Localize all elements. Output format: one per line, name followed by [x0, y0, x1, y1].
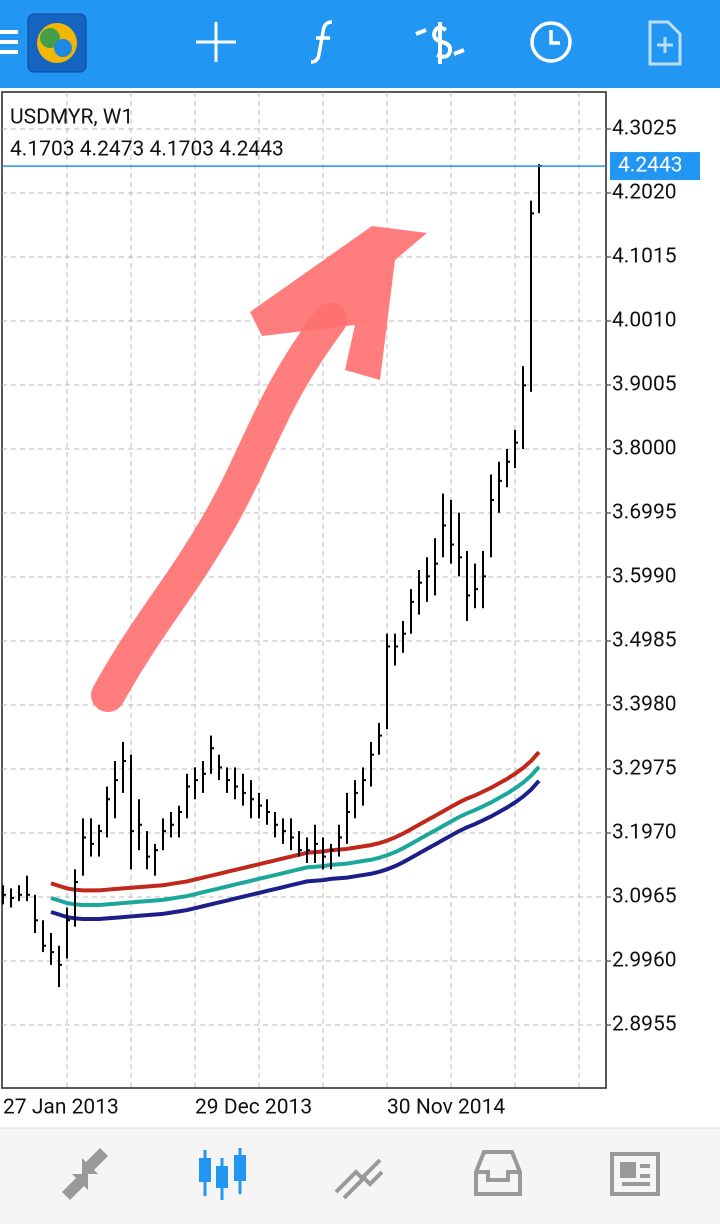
y-tick-label: 3.3980 — [612, 693, 677, 717]
ohlc-readout: 4.1703 4.2473 4.1703 4.2443 — [10, 138, 284, 162]
moving-average — [50, 765, 541, 907]
chart — [1, 91, 607, 1089]
last-price-box — [610, 152, 700, 181]
y-tick-label: 3.1970 — [612, 821, 677, 845]
y-tick-label: 4.3025 — [612, 117, 677, 141]
y-tick-label: 4.0010 — [612, 309, 677, 333]
chart-tab[interactable] — [199, 1148, 246, 1200]
x-tick-label: 29 Dec 2013 — [195, 1096, 312, 1120]
y-tick-label: 2.9960 — [612, 949, 677, 973]
moving-average — [50, 779, 541, 921]
history-tab[interactable] — [474, 1150, 522, 1196]
x-tick-label: 27 Jan 2013 — [3, 1096, 119, 1120]
app-icon[interactable] — [27, 13, 87, 73]
indicators-button[interactable] — [310, 20, 333, 64]
annotation-arrow — [91, 303, 347, 712]
history-button[interactable] — [530, 21, 572, 63]
plot-frame — [1, 91, 607, 1089]
last-price-label: 4.2443 — [618, 154, 683, 178]
annotation-arrowhead — [250, 226, 427, 380]
x-tick-label: 30 Nov 2014 — [387, 1096, 505, 1120]
y-tick-label: 4.2020 — [612, 181, 677, 205]
menu-button[interactable] — [0, 30, 18, 54]
new-order-button[interactable] — [648, 20, 682, 66]
y-tick-label: 4.1015 — [612, 245, 677, 269]
chart-title: USDMYR, W1 — [10, 106, 133, 130]
y-tick-label: 3.0965 — [612, 885, 677, 909]
y-tick-label: 3.2975 — [612, 757, 677, 781]
quotes-tab[interactable] — [62, 1148, 108, 1200]
y-tick-label: 2.8955 — [612, 1013, 677, 1037]
y-tick-label: 3.6995 — [612, 501, 677, 525]
trade-tab[interactable] — [334, 1158, 384, 1200]
moving-average — [50, 750, 541, 893]
y-tick-label: 3.4985 — [612, 629, 677, 653]
news-tab[interactable] — [610, 1152, 660, 1196]
y-tick-label: 3.5990 — [612, 565, 677, 589]
crosshair-button[interactable] — [196, 22, 236, 62]
y-tick-label: 3.9005 — [612, 373, 677, 397]
toolbar — [0, 0, 720, 88]
trade-button[interactable] — [415, 22, 465, 64]
y-tick-label: 3.8000 — [612, 437, 677, 461]
